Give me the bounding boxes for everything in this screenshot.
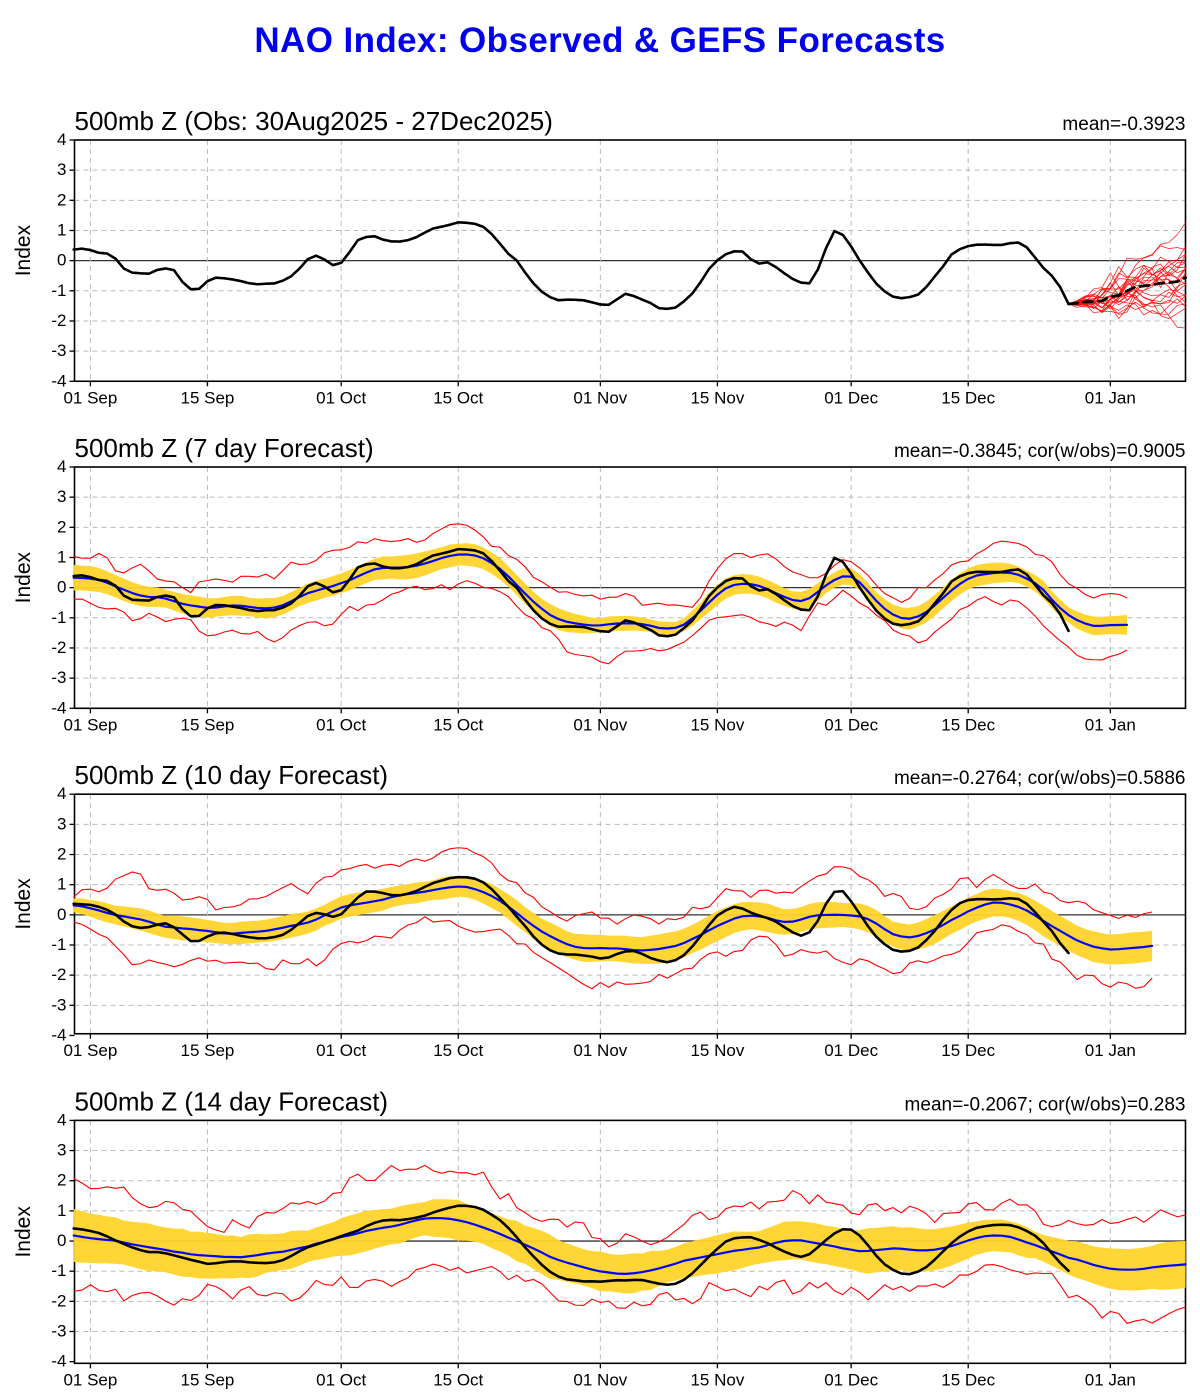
svg-text:-3: -3 xyxy=(51,1322,66,1341)
svg-text:-1: -1 xyxy=(51,935,66,954)
svg-text:01 Oct: 01 Oct xyxy=(316,1370,366,1389)
svg-text:4: 4 xyxy=(57,784,66,803)
svg-text:-2: -2 xyxy=(51,311,66,330)
svg-text:1: 1 xyxy=(57,220,66,239)
svg-text:Index: Index xyxy=(12,224,35,276)
svg-text:01 Dec: 01 Dec xyxy=(824,715,878,734)
svg-text:4: 4 xyxy=(57,457,66,476)
svg-text:01 Nov: 01 Nov xyxy=(573,715,627,734)
svg-text:-1: -1 xyxy=(51,1261,66,1280)
svg-text:01 Jan: 01 Jan xyxy=(1085,1370,1136,1389)
svg-text:-2: -2 xyxy=(51,1291,66,1310)
svg-text:0: 0 xyxy=(57,905,66,924)
svg-text:15 Oct: 15 Oct xyxy=(433,1041,483,1060)
svg-text:-3: -3 xyxy=(51,995,66,1014)
svg-text:01 Sep: 01 Sep xyxy=(63,388,117,407)
svg-text:1: 1 xyxy=(57,547,66,566)
svg-text:15 Dec: 15 Dec xyxy=(941,388,995,407)
svg-text:15 Dec: 15 Dec xyxy=(941,1041,995,1060)
svg-text:15 Sep: 15 Sep xyxy=(180,1041,234,1060)
svg-text:01 Nov: 01 Nov xyxy=(573,1041,627,1060)
svg-text:-1: -1 xyxy=(51,608,66,627)
svg-text:1: 1 xyxy=(57,875,66,894)
svg-text:0: 0 xyxy=(57,578,66,597)
svg-text:3: 3 xyxy=(57,160,66,179)
svg-text:15 Dec: 15 Dec xyxy=(941,1370,995,1389)
svg-text:500mb Z (10 day Forecast): 500mb Z (10 day Forecast) xyxy=(75,760,389,790)
svg-text:-3: -3 xyxy=(51,668,66,687)
svg-text:2: 2 xyxy=(57,517,66,536)
svg-text:-4: -4 xyxy=(51,1352,66,1371)
svg-text:15 Nov: 15 Nov xyxy=(690,388,744,407)
svg-text:15 Oct: 15 Oct xyxy=(433,388,483,407)
svg-text:01 Dec: 01 Dec xyxy=(824,1370,878,1389)
svg-text:01 Oct: 01 Oct xyxy=(316,715,366,734)
svg-text:mean=-0.2764; cor(w/obs)=0.588: mean=-0.2764; cor(w/obs)=0.5886 xyxy=(894,768,1186,789)
svg-text:Index: Index xyxy=(12,551,35,603)
svg-text:01 Oct: 01 Oct xyxy=(316,388,366,407)
svg-text:01 Jan: 01 Jan xyxy=(1085,715,1136,734)
svg-text:-3: -3 xyxy=(51,341,66,360)
svg-text:0: 0 xyxy=(57,1231,66,1250)
svg-text:500mb Z (14 day Forecast): 500mb Z (14 day Forecast) xyxy=(75,1086,389,1116)
svg-text:15 Dec: 15 Dec xyxy=(941,715,995,734)
svg-text:2: 2 xyxy=(57,845,66,864)
svg-text:4: 4 xyxy=(57,130,66,149)
svg-text:01 Oct: 01 Oct xyxy=(316,1041,366,1060)
svg-text:15 Sep: 15 Sep xyxy=(180,388,234,407)
svg-text:1: 1 xyxy=(57,1201,66,1220)
svg-text:500mb Z (7 day Forecast): 500mb Z (7 day Forecast) xyxy=(75,433,374,463)
svg-text:mean=-0.3845; cor(w/obs)=0.900: mean=-0.3845; cor(w/obs)=0.9005 xyxy=(894,441,1186,462)
svg-text:15 Sep: 15 Sep xyxy=(180,715,234,734)
svg-text:-1: -1 xyxy=(51,281,66,300)
svg-text:2: 2 xyxy=(57,190,66,209)
svg-text:01 Nov: 01 Nov xyxy=(573,388,627,407)
svg-text:15 Oct: 15 Oct xyxy=(433,715,483,734)
svg-text:mean=-0.3923: mean=-0.3923 xyxy=(1062,114,1185,135)
svg-text:01 Jan: 01 Jan xyxy=(1085,388,1136,407)
svg-text:01 Sep: 01 Sep xyxy=(63,1041,117,1060)
svg-text:01 Sep: 01 Sep xyxy=(63,715,117,734)
svg-text:15 Nov: 15 Nov xyxy=(690,1041,744,1060)
svg-text:15 Sep: 15 Sep xyxy=(180,1370,234,1389)
svg-text:15 Nov: 15 Nov xyxy=(690,1370,744,1389)
svg-text:Index: Index xyxy=(12,878,35,930)
svg-text:3: 3 xyxy=(57,487,66,506)
svg-text:01 Dec: 01 Dec xyxy=(824,1041,878,1060)
svg-text:mean=-0.2067; cor(w/obs)=0.283: mean=-0.2067; cor(w/obs)=0.283 xyxy=(905,1094,1186,1115)
svg-text:-2: -2 xyxy=(51,638,66,657)
svg-text:3: 3 xyxy=(57,814,66,833)
svg-text:500mb Z (Obs: 30Aug2025 - 27De: 500mb Z (Obs: 30Aug2025 - 27Dec2025) xyxy=(75,106,553,136)
svg-text:15 Nov: 15 Nov xyxy=(690,715,744,734)
svg-text:3: 3 xyxy=(57,1141,66,1160)
svg-text:01 Nov: 01 Nov xyxy=(573,1370,627,1389)
svg-text:15 Oct: 15 Oct xyxy=(433,1370,483,1389)
svg-text:4: 4 xyxy=(57,1110,66,1129)
svg-text:2: 2 xyxy=(57,1171,66,1190)
svg-text:01 Jan: 01 Jan xyxy=(1085,1041,1136,1060)
svg-text:0: 0 xyxy=(57,251,66,270)
svg-text:-2: -2 xyxy=(51,965,66,984)
svg-text:Index: Index xyxy=(12,1206,35,1258)
svg-text:01 Sep: 01 Sep xyxy=(63,1370,117,1389)
svg-text:01 Dec: 01 Dec xyxy=(824,388,878,407)
